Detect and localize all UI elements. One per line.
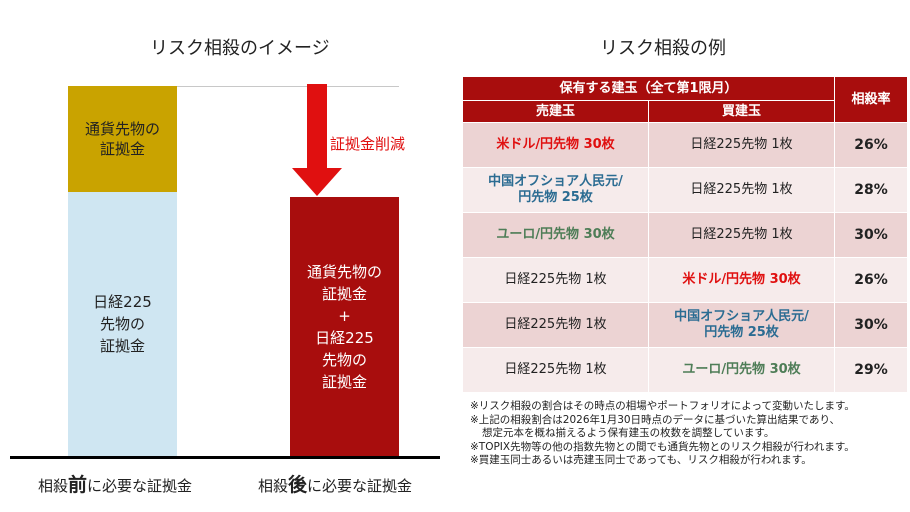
rate-cell: 26% (834, 122, 909, 168)
caption-emphasis: 前 (68, 474, 88, 496)
footnote: ※上記の相殺割合は2026年1月30日時点のデータに基づいた算出結果であり、 (470, 413, 841, 426)
label-line: 証拠金 (99, 337, 145, 355)
caption-after-offset: 相殺後に必要な証拠金 (258, 470, 448, 497)
buy-cell: 米ドル/円先物 30枚 (647, 257, 836, 303)
buy-cell: 日経225先物 1枚 (647, 212, 836, 258)
caption-text: 相殺 (38, 477, 69, 495)
label-line: 先物の (321, 350, 367, 369)
footnote: ※買建玉同士あるいは売建玉同士であっても、リスク相殺が行われます。 (470, 454, 812, 466)
right-title: リスク相殺の例 (600, 38, 726, 59)
table-row: ユーロ/円先物 30枚 日経225先物 1枚 30% (462, 212, 909, 258)
baseline (10, 456, 440, 459)
table-row: 日経225先物 1枚 米ドル/円先物 30枚 26% (462, 257, 909, 303)
footnote: ※リスク相殺の割合はその時点の相場やポートフォリオによって変動いたします。 (470, 400, 855, 412)
label-line: 通貨先物の (306, 262, 382, 281)
header-positions: 保有する建玉（全て第1限月） (461, 76, 836, 101)
label-line: + (338, 306, 351, 325)
footnote: 想定元本を概ね揃えるよう保有建玉の枚数を調整しています。 (482, 427, 775, 439)
caption-text: 相殺 (258, 477, 289, 495)
after-combined-margin-block: 通貨先物の 証拠金 + 日経225 先物の 証拠金 (290, 197, 399, 456)
left-title: リスク相殺のイメージ (150, 38, 330, 59)
caption-emphasis: 後 (288, 474, 308, 496)
after-combined-margin-label: 通貨先物の 証拠金 + 日経225 先物の 証拠金 (307, 261, 382, 393)
rate-cell: 28% (834, 167, 909, 213)
caption-text: に必要な証拠金 (307, 477, 413, 495)
label-line: 先物の (99, 315, 145, 333)
before-currency-margin-block: 通貨先物の 証拠金 (68, 86, 177, 192)
footnote: ※TOPIX先物等の他の指数先物との間でも通貨先物とのリスク相殺が行われます。 (470, 440, 855, 453)
rate-cell: 30% (834, 302, 909, 348)
before-currency-margin-label: 通貨先物の 証拠金 (85, 119, 160, 159)
caption-before-offset: 相殺前に必要な証拠金 (38, 470, 228, 497)
label-line: 通貨先物の (84, 120, 160, 138)
caption-text: に必要な証拠金 (87, 477, 193, 495)
footnotes: ※リスク相殺の割合はその時点の相場やポートフォリオによって変動いたします。 ※上… (470, 400, 906, 468)
label-line: 日経225 (93, 293, 152, 311)
rate-cell: 26% (834, 257, 909, 303)
sell-cell: 米ドル/円先物 30枚 (462, 122, 649, 168)
sell-cell: 日経225先物 1枚 (462, 257, 649, 303)
table-row: 米ドル/円先物 30枚 日経225先物 1枚 26% (462, 122, 909, 168)
rate-cell: 30% (834, 212, 909, 258)
offset-examples-table: 保有する建玉（全て第1限月） 相殺率 売建玉 買建玉 米ドル/円先物 30枚 日… (461, 76, 909, 393)
before-nikkei-margin-block: 日経225 先物の 証拠金 (68, 192, 177, 456)
header-offset-rate: 相殺率 (834, 76, 909, 123)
buy-cell: 日経225先物 1枚 (647, 122, 836, 168)
label-line: 証拠金 (99, 140, 145, 158)
rate-cell: 29% (834, 347, 909, 393)
label-line: 証拠金 (321, 284, 367, 303)
label-line: 日経225 (315, 328, 374, 347)
table-row: 中国オフショア人民元/円先物 25枚 日経225先物 1枚 28% (462, 167, 909, 213)
buy-cell: ユーロ/円先物 30枚 (647, 347, 836, 393)
margin-reduction-label: 証拠金削減 (330, 135, 406, 153)
down-arrow-icon (292, 84, 342, 196)
header-buy: 買建玉 (647, 100, 836, 123)
buy-cell: 日経225先物 1枚 (647, 167, 836, 213)
sell-cell: ユーロ/円先物 30枚 (462, 212, 649, 258)
header-sell: 売建玉 (462, 100, 649, 123)
table-row: 日経225先物 1枚 中国オフショア人民元/円先物 25枚 30% (462, 302, 909, 348)
before-nikkei-margin-label: 日経225 先物の 証拠金 (93, 291, 152, 357)
before-level-line (177, 86, 399, 87)
table-row: 日経225先物 1枚 ユーロ/円先物 30枚 29% (462, 347, 909, 393)
label-line: 証拠金 (321, 372, 367, 391)
sell-cell: 日経225先物 1枚 (462, 302, 649, 348)
sell-cell: 日経225先物 1枚 (462, 347, 649, 393)
sell-cell: 中国オフショア人民元/円先物 25枚 (462, 167, 649, 213)
buy-cell: 中国オフショア人民元/円先物 25枚 (647, 302, 836, 348)
